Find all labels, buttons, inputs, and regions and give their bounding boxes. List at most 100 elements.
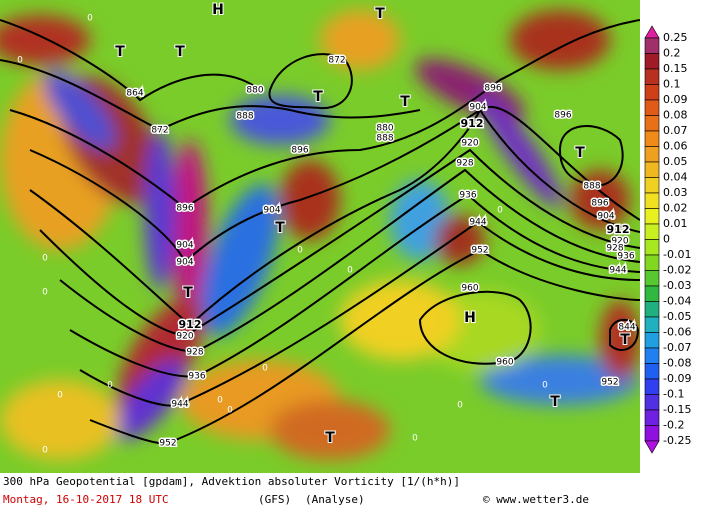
contour-label: 904 <box>176 241 193 251</box>
footer-credit: © www.wetter3.de <box>483 493 589 506</box>
colorbar-label: 0.08 <box>663 109 688 122</box>
contour-label: 944 <box>171 400 188 410</box>
zero-label: 0 <box>217 396 223 406</box>
contour-label: 888 <box>583 182 600 192</box>
contour-label: 912 <box>461 117 484 130</box>
contour-label: 904 <box>469 103 486 113</box>
colorbar-label: 0.15 <box>663 62 688 75</box>
colorbar-band <box>644 425 660 442</box>
footer-date: Montag, 16-10-2017 18 UTC <box>3 493 169 506</box>
colorbar-label: 0.07 <box>663 124 688 137</box>
colorbar-band <box>644 285 660 302</box>
pressure-center: H <box>464 310 476 326</box>
colorbar-label: 0.2 <box>663 47 681 60</box>
colorbar-label: -0.04 <box>663 295 691 308</box>
contour-label: 928 <box>606 244 623 254</box>
footer-title: 300 hPa Geopotential [gpdam], Advektion … <box>3 475 460 488</box>
colorbar-label: -0.08 <box>663 357 691 370</box>
contour-label: 872 <box>328 56 345 66</box>
contour-label: 944 <box>609 266 626 276</box>
footer-model: (GFS) <box>258 493 291 506</box>
colorbar-label: 0.03 <box>663 186 688 199</box>
colorbar-band <box>644 239 660 256</box>
colorbar-band <box>644 254 660 271</box>
contour-label: 904 <box>176 258 193 268</box>
pressure-center: T <box>620 332 630 348</box>
contour-label: 936 <box>188 372 205 382</box>
colorbar-band <box>644 378 660 395</box>
pressure-center: T <box>115 44 125 60</box>
colorbar-band <box>644 161 660 178</box>
contour-label: 896 <box>554 111 571 121</box>
colorbar-label: 0 <box>663 233 670 246</box>
colorbar-band <box>644 301 660 318</box>
colorbar-band <box>644 332 660 349</box>
zero-label: 0 <box>497 206 503 216</box>
colorbar-band <box>644 394 660 411</box>
colorbar-band <box>644 270 660 287</box>
colorbar-label: -0.07 <box>663 341 691 354</box>
colorbar-label: -0.09 <box>663 372 691 385</box>
contour-label: 920 <box>176 332 193 342</box>
colorbar-label: -0.01 <box>663 248 691 261</box>
zero-label: 0 <box>57 391 63 401</box>
colorbar-top-arrow <box>644 25 660 39</box>
colorbar-band <box>644 347 660 364</box>
footer-run: (Analyse) <box>305 493 365 506</box>
contour-label: 880 <box>376 124 393 134</box>
colorbar-label: -0.2 <box>663 419 684 432</box>
colorbar-band <box>644 223 660 240</box>
contour-label: 952 <box>601 378 618 388</box>
contour-label: 896 <box>591 199 608 209</box>
contour-label: 888 <box>376 134 393 144</box>
colorbar-band <box>644 99 660 116</box>
colorbar-band <box>644 146 660 163</box>
contour-label: 844 <box>618 323 635 333</box>
contour-label: 904 <box>263 206 280 216</box>
colorbar-label: -0.06 <box>663 326 691 339</box>
colorbar-label: 0.05 <box>663 155 688 168</box>
contour-label: 960 <box>496 358 513 368</box>
contour-label: 928 <box>186 348 203 358</box>
zero-label: 0 <box>42 288 48 298</box>
zero-label: 0 <box>227 406 233 416</box>
zero-label: 0 <box>262 364 268 374</box>
zero-label: 0 <box>457 401 463 411</box>
colorbar-band <box>644 177 660 194</box>
contour-label: 920 <box>611 237 628 247</box>
zero-label: 0 <box>412 434 418 444</box>
colorbar-label: 0.06 <box>663 140 688 153</box>
colorbar-band <box>644 53 660 70</box>
pressure-center: T <box>183 285 193 301</box>
colorbar-band <box>644 84 660 101</box>
zero-label: 0 <box>87 14 93 24</box>
colorbar-label: -0.05 <box>663 310 691 323</box>
contour-label: 920 <box>461 139 478 149</box>
colorbar-label: -0.15 <box>663 403 691 416</box>
map <box>0 0 640 473</box>
colorbar-label: 0.04 <box>663 171 688 184</box>
contour-label: 872 <box>151 126 168 136</box>
contour-label: 960 <box>461 284 478 294</box>
colorbar-label: 0.01 <box>663 217 688 230</box>
map-labels: 8648728728808888808888968969049049049129… <box>17 1 637 456</box>
colorbar-band <box>644 130 660 147</box>
zero-label: 0 <box>297 246 303 256</box>
colorbar-band <box>644 409 660 426</box>
zero-label: 0 <box>107 381 113 391</box>
pressure-center: T <box>275 220 285 236</box>
colorbar-label: -0.1 <box>663 388 684 401</box>
pressure-center: T <box>550 394 560 410</box>
colorbar-label: 0.1 <box>663 78 681 91</box>
pressure-center: T <box>400 94 410 110</box>
contour-label: 864 <box>126 89 143 99</box>
contour-label: 936 <box>617 252 634 262</box>
contour-label: 936 <box>459 191 476 201</box>
colorbar-label: 0.02 <box>663 202 688 215</box>
colorbar: 0.25 0.2 0.15 0.1 0.09 0.08 0.07 0.06 0.05 0.04 0.… <box>644 25 691 454</box>
pressure-center: T <box>175 44 185 60</box>
colorbar-band <box>644 316 660 333</box>
pressure-center: T <box>575 145 585 161</box>
zero-label: 0 <box>347 266 353 276</box>
